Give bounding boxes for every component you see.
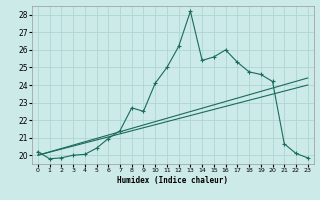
X-axis label: Humidex (Indice chaleur): Humidex (Indice chaleur)	[117, 176, 228, 185]
